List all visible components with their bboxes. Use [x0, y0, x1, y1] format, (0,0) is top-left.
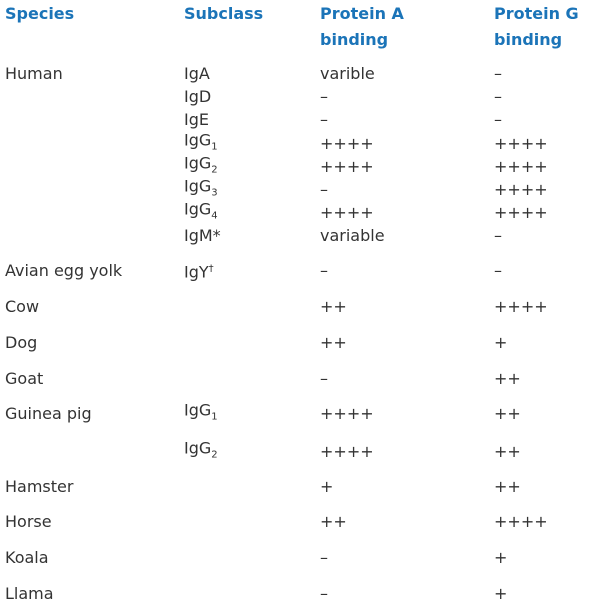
- species-cell: Koala: [5, 548, 49, 567]
- protein-g-cell: +: [494, 548, 508, 567]
- protein-a-cell: –: [320, 548, 328, 567]
- subclass-text: IgD: [184, 87, 212, 106]
- protein-a-cell: –: [320, 87, 328, 106]
- protein-g-cell: ++++: [494, 203, 548, 222]
- protein-g-cell: –: [494, 226, 502, 245]
- superscript: †: [208, 263, 214, 275]
- subclass-cell: IgG4: [184, 199, 218, 226]
- protein-g-cell: –: [494, 64, 502, 83]
- header-protein-g: Protein G: [494, 4, 579, 23]
- protein-g-cell: +: [494, 584, 508, 603]
- protein-g-cell: ++: [494, 477, 521, 496]
- subclass-cell: IgG2: [184, 438, 218, 465]
- protein-a-cell: –: [320, 110, 328, 129]
- subclass-cell: IgM*: [184, 226, 221, 246]
- subclass-cell: IgE: [184, 110, 209, 130]
- subclass-cell: IgY†: [184, 259, 214, 282]
- species-cell: Hamster: [5, 477, 74, 496]
- subscript: 2: [211, 164, 218, 176]
- header-species: Species: [5, 4, 75, 23]
- protein-a-cell: ++++: [320, 203, 374, 222]
- subclass-text: IgM*: [184, 226, 221, 245]
- protein-a-cell: varible: [320, 64, 375, 83]
- protein-a-cell: –: [320, 584, 328, 603]
- header-subclass: Subclass: [184, 4, 264, 23]
- subclass-text: IgG: [184, 438, 212, 458]
- protein-g-cell: +: [494, 333, 508, 352]
- protein-g-cell: ++++: [494, 157, 548, 176]
- protein-a-cell: –: [320, 369, 328, 388]
- header-protein-g: binding: [494, 30, 563, 49]
- subclass-cell: IgA: [184, 64, 210, 84]
- subclass-text: IgG: [184, 176, 212, 196]
- protein-a-cell: –: [320, 261, 328, 280]
- protein-a-cell: ++: [320, 512, 347, 531]
- subclass-text: IgE: [184, 110, 209, 129]
- species-cell: Human: [5, 64, 63, 83]
- species-cell: Avian egg yolk: [5, 261, 123, 280]
- protein-g-cell: –: [494, 110, 502, 129]
- subscript: 1: [211, 141, 218, 153]
- species-cell: Llama: [5, 584, 54, 603]
- header-protein-a: binding: [320, 30, 389, 49]
- subscript: 2: [211, 449, 218, 461]
- subclass-cell: IgG3: [184, 176, 218, 203]
- protein-a-cell: ++++: [320, 404, 374, 423]
- protein-a-cell: ++++: [320, 134, 374, 153]
- subclass-text: IgG: [184, 400, 212, 420]
- protein-a-cell: ++++: [320, 157, 374, 176]
- protein-g-cell: ++: [494, 369, 521, 388]
- species-cell: Goat: [5, 369, 44, 388]
- subscript: 4: [211, 210, 218, 222]
- subclass-text: IgG: [184, 130, 212, 150]
- header-protein-a: Protein A: [320, 4, 404, 23]
- protein-g-cell: ++: [494, 442, 521, 461]
- species-cell: Horse: [5, 512, 52, 531]
- subclass-text: IgA: [184, 64, 210, 83]
- protein-g-cell: ++++: [494, 134, 548, 153]
- subclass-cell: IgG2: [184, 153, 218, 180]
- protein-a-cell: variable: [320, 226, 385, 245]
- protein-g-cell: –: [494, 87, 502, 106]
- protein-a-cell: ++: [320, 297, 347, 316]
- subclass-cell: IgG1: [184, 130, 218, 157]
- subclass-text: IgG: [184, 199, 212, 219]
- protein-g-cell: ++++: [494, 512, 548, 531]
- species-cell: Guinea pig: [5, 404, 92, 423]
- subscript: 3: [211, 187, 218, 199]
- protein-g-cell: ++: [494, 404, 521, 423]
- protein-a-cell: ++++: [320, 442, 374, 461]
- protein-a-cell: ++: [320, 333, 347, 352]
- protein-a-cell: +: [320, 477, 334, 496]
- protein-g-cell: ++++: [494, 180, 548, 199]
- species-cell: Dog: [5, 333, 38, 352]
- protein-a-cell: –: [320, 180, 328, 199]
- subclass-cell: IgG1: [184, 400, 218, 427]
- subclass-text: IgY: [184, 262, 209, 282]
- species-cell: Cow: [5, 297, 40, 316]
- protein-g-cell: –: [494, 261, 502, 280]
- protein-g-cell: ++++: [494, 297, 548, 316]
- subclass-cell: IgD: [184, 87, 211, 107]
- subscript: 1: [211, 411, 218, 423]
- subclass-text: IgG: [184, 153, 212, 173]
